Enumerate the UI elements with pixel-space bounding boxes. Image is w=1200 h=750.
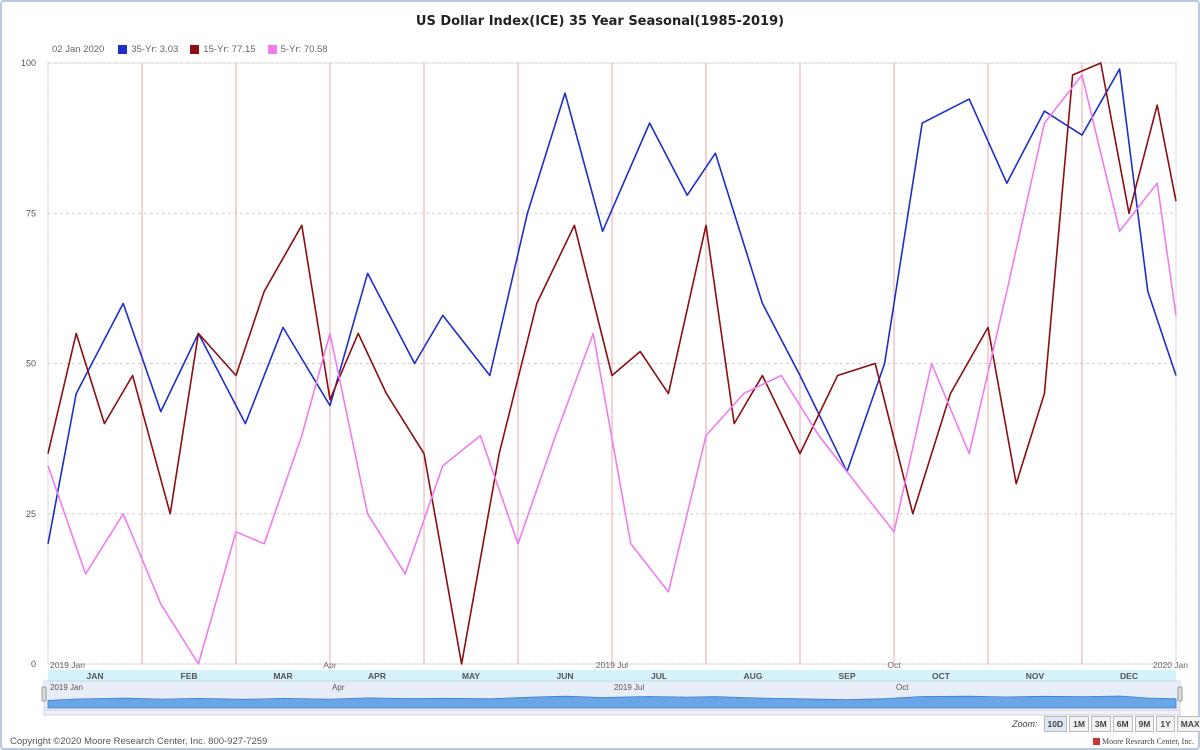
month-label: APR bbox=[368, 671, 386, 681]
y-tick-label: 100 bbox=[21, 58, 36, 68]
month-label: SEP bbox=[838, 671, 855, 681]
month-label: NOV bbox=[1026, 671, 1045, 681]
series-line-15-yr bbox=[47, 62, 1177, 665]
legend-swatch-35yr bbox=[118, 45, 128, 54]
legend-label-35yr: 35-Yr: 3.03 bbox=[131, 44, 179, 55]
series-line-35-yr bbox=[47, 68, 1177, 544]
legend-item-5yr[interactable]: 5-Yr: 70.58 bbox=[267, 44, 328, 55]
month-label: MAR bbox=[273, 671, 292, 681]
legend-item-15yr[interactable]: 15-Yr: 77.15 bbox=[190, 44, 256, 55]
x-date-label: 2019 Jan bbox=[50, 660, 85, 670]
navigator-area bbox=[47, 695, 1177, 709]
zoom-9m-button[interactable]: 9M bbox=[1134, 716, 1155, 732]
month-label: OCT bbox=[932, 671, 951, 681]
zoom-label: Zoom: bbox=[1012, 719, 1038, 729]
month-label: FEB bbox=[181, 671, 198, 681]
zoom-6m-button[interactable]: 6M bbox=[1112, 716, 1133, 732]
brand-mark: Moore Research Center, Inc. bbox=[1093, 737, 1194, 746]
legend-label-5yr: 5-Yr: 70.58 bbox=[280, 44, 328, 55]
month-label: JUN bbox=[556, 671, 573, 681]
month-label: JUL bbox=[651, 671, 667, 681]
series-line-5-yr bbox=[47, 74, 1177, 665]
navigator-right-handle bbox=[1177, 686, 1183, 702]
navigator-scrollbar bbox=[43, 709, 1181, 716]
month-label: MAY bbox=[462, 671, 480, 681]
navigator-label: Apr bbox=[332, 683, 345, 692]
month-label: JAN bbox=[86, 671, 103, 681]
legend-date: 02 Jan 2020 bbox=[52, 44, 105, 55]
zoom-controls: Zoom: 10D 1M 3M 6M 9M 1Y MAX bbox=[1012, 716, 1200, 732]
chart-legend: 02 Jan 2020 35-Yr: 3.03 15-Yr: 77.15 5-Y… bbox=[52, 44, 340, 55]
y-tick-label: 75 bbox=[26, 208, 36, 218]
y-tick-label: 0 bbox=[31, 659, 36, 669]
x-date-label: Oct bbox=[887, 660, 901, 670]
legend-swatch-5yr bbox=[267, 45, 277, 54]
legend-swatch-15yr bbox=[190, 45, 200, 54]
chart-title: US Dollar Index(ICE) 35 Year Seasonal(19… bbox=[415, 14, 785, 29]
legend-item-35yr[interactable]: 35-Yr: 3.03 bbox=[118, 44, 178, 55]
navigator-label: 2019 Jul bbox=[614, 683, 644, 692]
zoom-1y-button[interactable]: 1Y bbox=[1156, 716, 1175, 732]
x-date-label: Apr bbox=[323, 660, 336, 670]
x-date-label: 2020 Jan bbox=[1153, 660, 1188, 670]
navigator-label: 2019 Jan bbox=[50, 683, 83, 692]
copyright-text: Copyright ©2020 Moore Research Center, I… bbox=[10, 736, 268, 747]
y-tick-label: 25 bbox=[26, 509, 36, 519]
zoom-1m-button[interactable]: 1M bbox=[1069, 716, 1089, 732]
navigator-left-handle bbox=[41, 686, 47, 702]
brand-name: Moore Research Center, Inc. bbox=[1102, 737, 1194, 746]
zoom-10d-button[interactable]: 10D bbox=[1043, 716, 1068, 732]
month-band bbox=[48, 670, 1176, 681]
brand-logo-icon bbox=[1093, 738, 1100, 745]
x-date-label: 2019 Jul bbox=[596, 660, 628, 670]
month-label: DEC bbox=[1120, 671, 1138, 681]
navigator-label: Oct bbox=[896, 683, 909, 692]
y-tick-label: 50 bbox=[26, 359, 36, 369]
zoom-max-button[interactable]: MAX bbox=[1176, 716, 1200, 732]
zoom-3m-button[interactable]: 3M bbox=[1090, 716, 1111, 732]
month-label: AUG bbox=[744, 671, 763, 681]
legend-label-15yr: 15-Yr: 77.15 bbox=[203, 44, 256, 55]
